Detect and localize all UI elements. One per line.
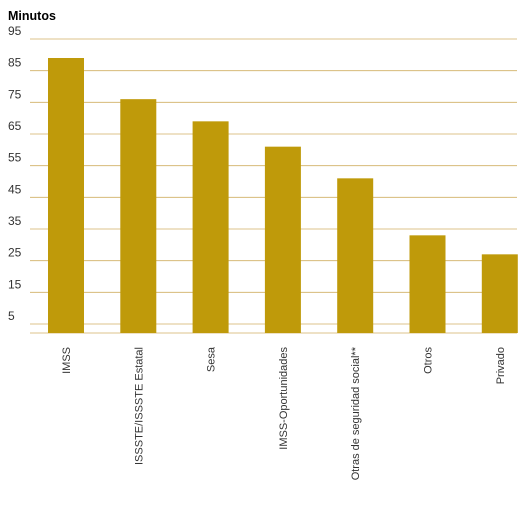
y-tick-label: 95 bbox=[8, 24, 22, 38]
category-labels: IMSS ISSSTE/ISSSTE Estatal Sesa IMSS-Oportu… bbox=[61, 346, 507, 480]
bar bbox=[120, 99, 157, 334]
bar bbox=[481, 254, 518, 333]
y-axis-title: Minutos bbox=[8, 9, 56, 23]
bar bbox=[337, 178, 374, 333]
y-tick-label: 65 bbox=[8, 119, 22, 133]
bars bbox=[48, 58, 518, 334]
category-label: IMSS bbox=[61, 347, 73, 374]
category-label: Privado bbox=[495, 347, 507, 384]
y-tick-label: 35 bbox=[8, 214, 22, 228]
category-label: Otras de seguridad social** bbox=[350, 346, 362, 480]
y-tick-label: 5 bbox=[8, 309, 15, 323]
y-tick-label: 55 bbox=[8, 151, 22, 165]
category-label: Sesa bbox=[206, 346, 218, 372]
bar bbox=[264, 146, 301, 333]
bar bbox=[409, 235, 446, 333]
bar bbox=[48, 58, 84, 333]
y-tick-label: 45 bbox=[8, 182, 22, 196]
category-label: ISSSTE/ISSSTE Estatal bbox=[133, 347, 145, 465]
category-label: IMSS-Oportunidades bbox=[278, 347, 290, 450]
y-tick-label: 85 bbox=[8, 56, 22, 70]
category-label: Otros bbox=[423, 347, 435, 374]
bar bbox=[192, 121, 229, 333]
y-tick-label: 15 bbox=[8, 277, 22, 291]
y-tick-label: 25 bbox=[8, 246, 22, 260]
y-tick-labels: 5 15 25 35 45 55 65 75 85 95 bbox=[8, 24, 22, 323]
y-tick-label: 75 bbox=[8, 87, 22, 101]
